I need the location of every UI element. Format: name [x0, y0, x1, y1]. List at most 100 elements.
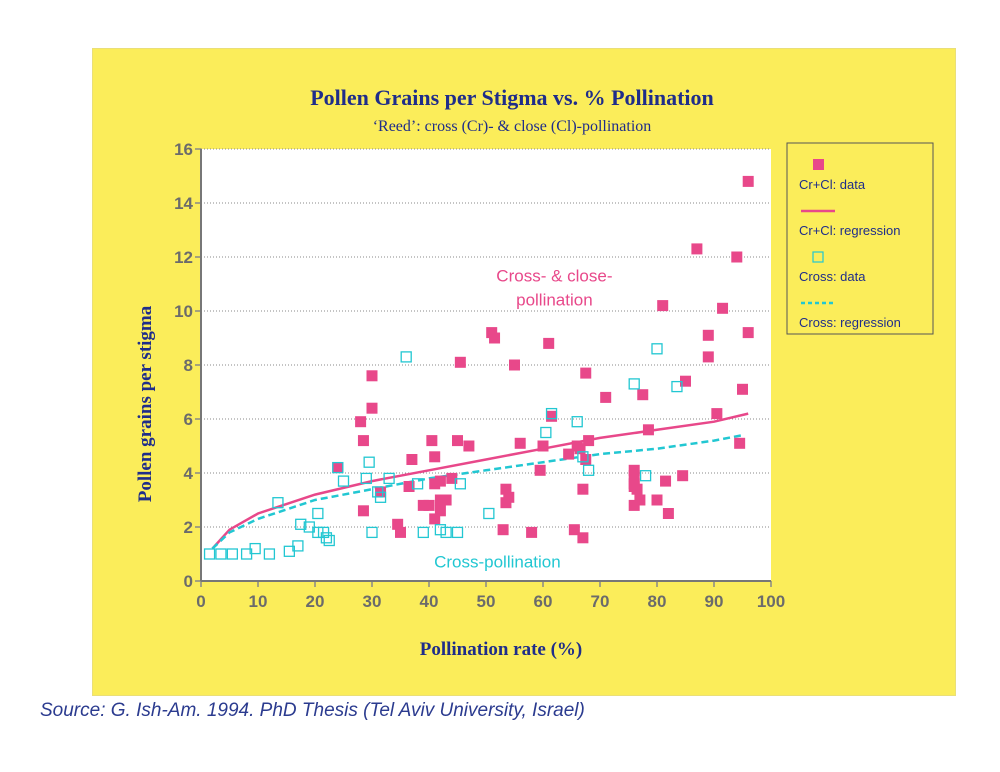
annotation-layer: Cross- & close-pollination Cross-pollinat… — [434, 266, 612, 571]
data-point — [642, 424, 654, 436]
data-point — [295, 518, 307, 530]
data-point — [545, 407, 558, 420]
data-point — [434, 505, 446, 517]
data-point — [263, 548, 276, 560]
data-point — [546, 410, 558, 422]
y-tick-label: 10 — [174, 302, 193, 321]
series-line-dashed — [211, 433, 743, 550]
data-point — [651, 494, 663, 506]
data-point — [628, 378, 640, 390]
data-point — [440, 494, 452, 506]
data-point — [526, 526, 538, 538]
data-point — [423, 499, 435, 511]
data-point — [577, 532, 589, 544]
data-point — [577, 483, 589, 495]
data-point — [320, 532, 333, 544]
data-point — [631, 483, 643, 495]
series-square-filled — [332, 175, 754, 544]
y-tick-label: 14 — [174, 194, 193, 213]
data-point — [500, 483, 512, 495]
data-point — [731, 251, 743, 263]
data-point — [337, 475, 350, 487]
data-point — [742, 327, 754, 339]
data-point — [374, 491, 387, 503]
data-point — [355, 416, 367, 428]
y-tick-label: 8 — [184, 356, 193, 375]
data-point — [400, 351, 412, 363]
x-tick-label: 30 — [363, 592, 382, 611]
chart-annotation: Cross- & close- — [496, 266, 612, 285]
data-point — [568, 524, 580, 536]
data-point — [628, 499, 640, 511]
data-point — [702, 351, 714, 363]
data-point — [434, 475, 446, 487]
data-point — [292, 540, 304, 552]
data-point — [429, 451, 441, 463]
data-point — [691, 243, 703, 255]
chart-annotation: Cross-pollination — [434, 553, 561, 572]
data-point — [463, 440, 475, 452]
data-point — [366, 526, 378, 539]
data-point — [580, 454, 592, 465]
data-point — [537, 440, 549, 452]
data-point — [392, 518, 404, 530]
data-point — [446, 472, 458, 484]
data-point — [434, 494, 446, 506]
y-tick-label: 6 — [184, 410, 193, 429]
data-point — [702, 329, 714, 341]
data-point — [332, 462, 344, 474]
chart-subtitle: ‘Reed’: cross (Cr)- & close (Cl)-pollina… — [373, 118, 652, 135]
data-point — [671, 380, 683, 393]
data-point — [580, 367, 592, 379]
legend-swatch — [812, 251, 824, 263]
y-tick-label: 16 — [174, 140, 193, 159]
x-tick-label: 40 — [420, 592, 439, 611]
legend: Cr+Cl: data Cr+Cl: regression Cross: data C… — [786, 142, 934, 335]
data-point — [574, 443, 586, 455]
data-point — [571, 416, 583, 428]
y-tick-label: 0 — [184, 572, 193, 591]
data-point — [639, 470, 652, 482]
legend-box — [786, 142, 934, 335]
chart-title: Pollen Grains per Stigma vs. % Pollinati… — [310, 85, 714, 110]
data-point — [357, 505, 369, 517]
data-point — [662, 508, 674, 519]
x-tick-label: 70 — [591, 592, 610, 611]
regression-line — [211, 433, 743, 550]
data-point — [366, 370, 378, 382]
x-tick-label: 10 — [249, 592, 268, 611]
x-tick-label: 60 — [534, 592, 553, 611]
chart-annotation: pollination — [516, 291, 593, 310]
data-point — [429, 513, 441, 525]
legend-swatch — [813, 159, 824, 170]
x-tick-label: 50 — [477, 592, 496, 611]
data-point — [332, 461, 344, 474]
data-point — [429, 478, 441, 490]
data-point — [203, 548, 216, 560]
data-point — [357, 435, 369, 447]
data-point — [680, 375, 691, 387]
data-point — [503, 491, 515, 503]
y-tick-label: 12 — [174, 248, 193, 267]
data-point — [497, 524, 509, 536]
data-point — [226, 548, 239, 560]
data-point — [677, 470, 689, 482]
data-point — [272, 497, 284, 509]
x-tick-label: 20 — [306, 592, 325, 611]
data-point — [509, 359, 520, 371]
data-point — [417, 526, 429, 539]
data-point — [734, 437, 746, 449]
data-point — [454, 356, 466, 368]
data-point — [737, 383, 748, 395]
series-square-open — [203, 343, 683, 560]
data-point — [366, 402, 378, 414]
data-point — [742, 175, 754, 187]
regression-line — [211, 412, 749, 550]
data-point — [637, 389, 649, 401]
chart-svg: Pollen Grains per Stigma vs. % Pollinati… — [135, 85, 934, 660]
data-point — [582, 464, 595, 476]
legend-label: Cr+Cl: regression — [799, 223, 901, 238]
y-tick-label: 2 — [184, 518, 193, 537]
series-layer — [203, 175, 754, 560]
data-point — [440, 526, 452, 539]
